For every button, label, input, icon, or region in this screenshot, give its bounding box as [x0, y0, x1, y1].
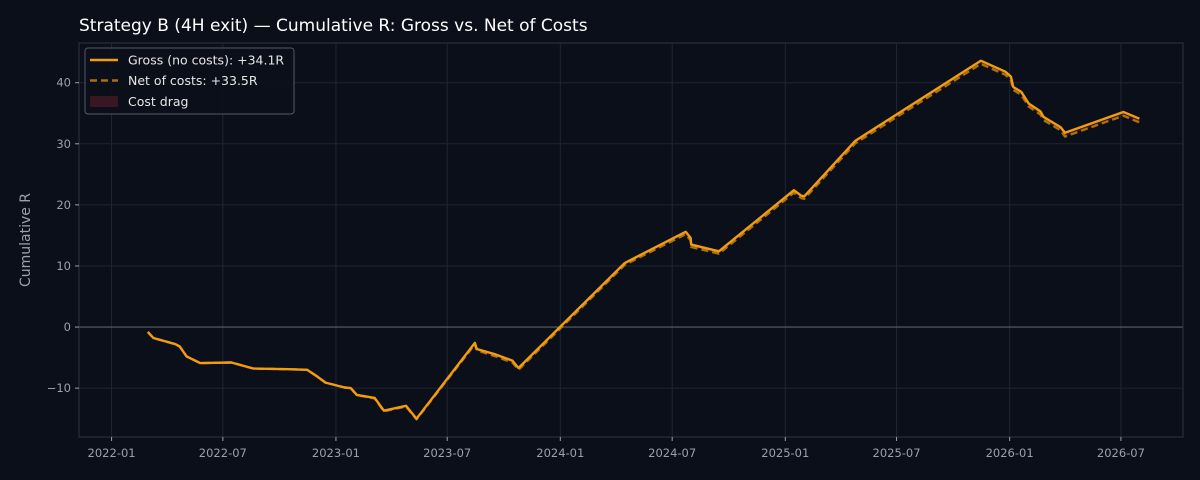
- x-axis: 2022-01 2022-07 2023-01 2023-07 2024-01 2024-…: [88, 437, 1145, 460]
- x-tick-label: 2022-01: [88, 446, 136, 460]
- legend-net-label: Net of costs: +33.5R: [128, 73, 258, 88]
- x-tick-label: 2026-07: [1097, 446, 1145, 460]
- x-tick-label: 2023-07: [423, 446, 471, 460]
- series-lines: [146, 59, 1140, 421]
- legend-cost-drag-swatch: [90, 96, 118, 107]
- y-tick-label: 0: [64, 320, 71, 334]
- series-gross-line: [146, 59, 1140, 420]
- x-tick-label: 2026-01: [986, 446, 1034, 460]
- plot-frame: [78, 42, 1184, 438]
- y-axis: −10 0 10 20 30 40: [47, 76, 79, 395]
- y-tick-label: −10: [47, 381, 71, 395]
- legend-box: [84, 47, 295, 115]
- x-tick-label: 2023-01: [312, 446, 360, 460]
- x-tick-label: 2024-01: [536, 446, 584, 460]
- y-tick-label: 30: [56, 137, 71, 151]
- x-tick-label: 2025-07: [873, 446, 921, 460]
- x-tick-label: 2022-07: [199, 446, 247, 460]
- y-tick-label: 40: [56, 76, 71, 90]
- y-tick-label: 10: [56, 259, 71, 273]
- y-tick-label: 20: [56, 198, 71, 212]
- legend-gross-label: Gross (no costs): +34.1R: [128, 53, 284, 68]
- series-net-line: [146, 62, 1140, 421]
- legend: Gross (no costs): +34.1R Net of costs: +…: [84, 47, 295, 115]
- legend-cost-drag-label: Cost drag: [128, 94, 188, 109]
- x-tick-label: 2024-07: [648, 446, 696, 460]
- y-axis-label: Cumulative R: [18, 193, 34, 287]
- chart-title: Strategy B (4H exit) — Cumulative R: Gro…: [79, 16, 588, 36]
- x-tick-label: 2025-01: [761, 446, 809, 460]
